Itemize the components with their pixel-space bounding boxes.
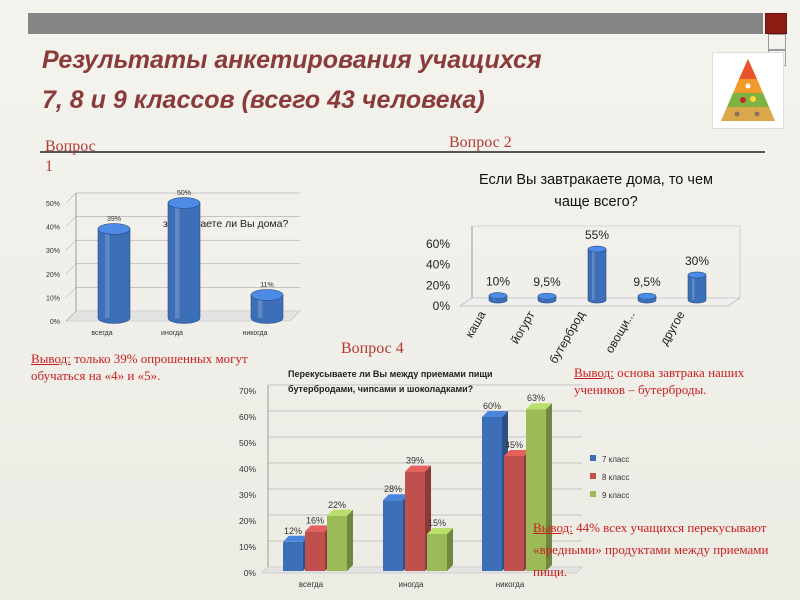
question-1-number: 1	[45, 158, 53, 175]
bar	[587, 245, 607, 304]
gridline-depth	[65, 216, 77, 227]
conclusion-text: только 39% опрошенных могут обучаться на…	[31, 351, 248, 383]
y-tick-label: 30%	[239, 490, 256, 500]
food-pyramid-icon	[712, 52, 784, 129]
x-tick-label: иногда	[161, 330, 183, 337]
decorative-square	[765, 13, 787, 34]
y-tick-label: 50%	[239, 438, 256, 448]
data-label: 55%	[585, 228, 609, 242]
bar	[687, 271, 707, 304]
data-label: 45%	[505, 440, 523, 450]
bar	[327, 509, 353, 571]
bar	[167, 197, 201, 324]
data-label: 11%	[260, 282, 274, 289]
data-label: 9,5%	[633, 275, 661, 289]
legend-label: 9 класс	[602, 491, 629, 500]
conclusion-lead: Вывод:	[31, 351, 71, 366]
question-4-label: Вопрос 4	[341, 340, 404, 357]
gridline-depth	[65, 192, 77, 204]
conclusion-text: основа завтрака наших учеников – бутербр…	[574, 365, 745, 397]
legend-swatch	[590, 491, 596, 497]
conclusion-1: Вывод: только 39% опрошенных могут обуча…	[31, 350, 261, 384]
y-tick-label: 50%	[46, 201, 60, 208]
legend-label: 7 класс	[602, 455, 629, 464]
data-label: 28%	[384, 484, 402, 494]
gridline-depth	[65, 310, 77, 322]
y-tick-label: 20%	[239, 516, 256, 526]
page-subtitle: 7, 8 и 9 классов (всего 43 человека)	[42, 86, 485, 114]
data-label: 15%	[428, 518, 446, 528]
y-tick-label: 20%	[46, 272, 60, 279]
chart-title-line2: чаще всего?	[554, 194, 637, 210]
question-1-label: Вопрос	[45, 138, 96, 155]
y-tick-label: 20%	[426, 278, 450, 292]
gridline-depth	[65, 263, 77, 274]
bar	[537, 292, 557, 304]
y-tick-label: 0%	[50, 319, 60, 326]
data-label: 63%	[527, 393, 545, 403]
question-2-label: Вопрос 2	[449, 134, 512, 151]
x-tick-label: всегда	[91, 330, 112, 337]
chart-title-line2: бутербродами, чипсами и шоколадками?	[288, 384, 473, 394]
data-label: 10%	[486, 275, 510, 289]
data-label: 22%	[328, 500, 346, 510]
bar	[526, 403, 552, 571]
x-tick-label: иногда	[398, 580, 424, 589]
x-tick-label: всегда	[299, 580, 324, 589]
y-tick-label: 60%	[426, 237, 450, 251]
legend-swatch	[590, 455, 596, 461]
conclusion-4: Вывод: 44% всех учащихся перекусывают «в…	[533, 517, 793, 583]
bar	[427, 528, 453, 571]
plot-frame	[472, 225, 741, 298]
conclusion-lead: Вывод:	[533, 520, 573, 535]
data-label: 12%	[284, 526, 302, 536]
data-label: 9,5%	[533, 275, 561, 289]
chart-title-line1: Если Вы завтракаете дома, то чем	[479, 172, 713, 188]
legend-swatch	[590, 473, 596, 479]
y-tick-label: 60%	[239, 412, 256, 422]
data-label: 30%	[685, 254, 709, 268]
legend-label: 8 класс	[602, 473, 629, 482]
y-tick-label: 10%	[239, 542, 256, 552]
data-label: 39%	[107, 216, 121, 223]
x-tick-label: никогда	[496, 580, 525, 589]
divider	[40, 151, 765, 153]
y-tick-label: 40%	[239, 464, 256, 474]
bar	[637, 292, 657, 304]
title-bar	[28, 13, 763, 34]
bar	[250, 289, 284, 324]
conclusion-2: Вывод: основа завтрака наших учеников – …	[574, 364, 789, 398]
data-label: 39%	[406, 456, 424, 466]
y-tick-label: 40%	[46, 225, 60, 232]
bar	[97, 223, 131, 324]
y-tick-label: 0%	[433, 299, 451, 313]
gridline-depth	[65, 287, 77, 298]
y-tick-label: 30%	[46, 248, 60, 255]
data-label: 50%	[177, 190, 191, 197]
y-tick-label: 0%	[244, 568, 257, 578]
data-label: 16%	[306, 515, 324, 525]
y-tick-label: 10%	[46, 295, 60, 302]
data-label: 60%	[483, 401, 501, 411]
conclusion-text: 44% всех учащихся перекусывают «вредными…	[533, 520, 769, 579]
gridline-depth	[65, 240, 77, 251]
decorative-square-outline	[768, 34, 786, 50]
bar	[488, 292, 508, 304]
y-tick-label: 40%	[426, 258, 450, 272]
conclusion-lead: Вывод:	[574, 365, 614, 380]
y-tick-label: 70%	[239, 386, 256, 396]
chart-title-line1: Перекусываете ли Вы между приемами пищи	[288, 369, 493, 379]
page-title: Результаты анкетирования учащихся	[42, 46, 542, 74]
x-tick-label: никогда	[242, 330, 267, 337]
